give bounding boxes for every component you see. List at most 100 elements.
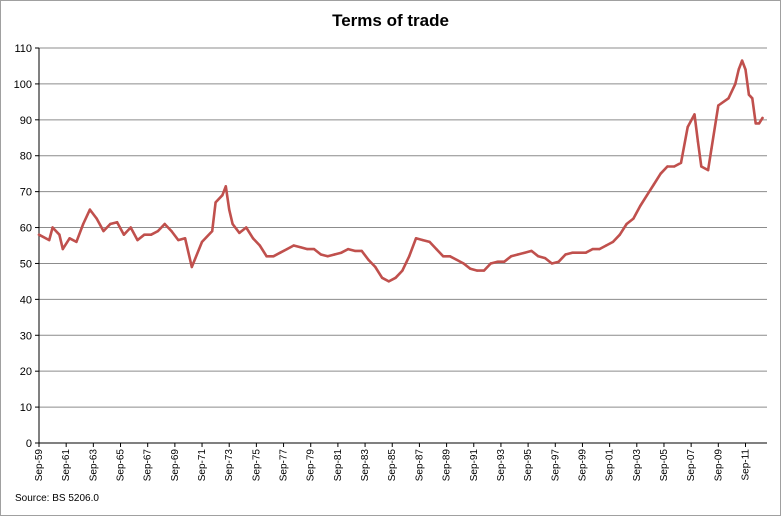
series-layer [37,59,764,283]
x-tick-label: Sep-69 [170,449,181,482]
y-tick-label: 80 [20,151,32,163]
x-tick-label: Sep-65 [116,449,127,482]
x-tick-label: Sep-79 [306,449,317,482]
y-tick-label: 0 [26,438,32,450]
data-point [163,222,166,226]
x-tick-label: Sep-05 [659,449,670,482]
data-point [611,240,615,244]
data-point [102,229,105,233]
data-point [380,276,384,279]
data-point [214,201,217,204]
x-tick-label: Sep-01 [605,449,616,482]
data-point [238,231,241,235]
data-point [591,247,594,251]
data-point [625,222,628,226]
x-tick-label: Sep-61 [61,449,72,482]
data-point [564,253,567,256]
x-tick-label: Sep-97 [550,449,561,482]
x-tick-label: Sep-63 [88,449,99,482]
data-point [557,260,560,263]
gridlines [35,47,767,444]
data-point [88,208,92,211]
data-point [693,113,696,116]
y-tick-label: 60 [20,223,32,235]
x-tick-label: Sep-07 [686,449,697,482]
data-point [543,256,547,260]
data-point [442,255,445,258]
data-point [251,237,255,240]
y-tick-label: 30 [20,330,32,342]
data-point [58,233,61,236]
data-point [710,147,713,150]
data-point [401,269,404,272]
data-point [75,240,78,244]
x-tick-label: Sep-99 [577,449,588,482]
x-tick-label: Sep-59 [34,449,45,482]
data-point [421,238,424,242]
x-tick-label: Sep-67 [143,449,154,482]
data-point [177,238,180,242]
x-tick-label: Sep-93 [496,449,507,482]
data-point [408,255,411,258]
data-point [737,68,740,71]
data-point [696,140,700,143]
data-point [639,204,642,208]
data-point [717,104,720,107]
data-point [394,276,397,279]
data-point [136,238,139,242]
data-point [757,122,761,125]
data-point [82,222,85,226]
x-tick-label: Sep-11 [740,449,751,481]
data-point [156,229,160,233]
data-point [292,244,295,247]
y-tick-label: 90 [20,115,32,127]
x-tick-label: Sep-09 [713,449,724,482]
data-point [516,253,520,256]
data-point [428,240,431,244]
x-tick-label: Sep-75 [251,449,262,482]
data-point [666,165,669,168]
data-point [299,246,302,249]
data-point [598,247,601,251]
x-tick-label: Sep-85 [387,449,398,482]
data-point [727,97,730,100]
data-point [734,82,737,86]
data-point [550,262,554,265]
x-tick-label: Sep-73 [224,449,235,482]
data-point [673,165,676,168]
data-point [374,265,377,269]
data-point [190,265,193,269]
data-point [584,251,587,254]
data-point [503,260,506,263]
data-point [312,247,316,251]
axes [38,48,767,447]
data-point [115,221,119,224]
series-line-0 [37,59,764,283]
data-point [652,183,655,186]
data-point [224,185,227,188]
data-point [258,244,261,247]
x-tick-label: Sep-03 [632,449,643,482]
data-point [279,251,282,254]
data-point [200,240,204,244]
data-point [537,255,540,258]
data-point [509,255,513,258]
data-point [221,194,224,197]
data-point [618,233,621,236]
data-point [51,226,54,229]
data-point [523,251,526,254]
data-point [571,251,574,254]
x-tick-label: Sep-91 [469,449,480,482]
data-point [122,233,126,236]
y-tick-label: 110 [14,43,32,55]
chart-title: Terms of trade [332,11,449,30]
x-tick-label: Sep-95 [523,449,534,482]
data-point [744,68,747,71]
data-point [95,217,98,220]
y-tick-label: 100 [14,79,32,91]
data-point [605,244,608,247]
y-tick-label: 70 [20,187,32,199]
x-tick-labels: Sep-59 Sep-61 Sep-63 Sep-65 Sep-67 Sep-69 Sep-… [34,449,751,482]
data-point [469,267,472,270]
data-point [285,247,289,251]
